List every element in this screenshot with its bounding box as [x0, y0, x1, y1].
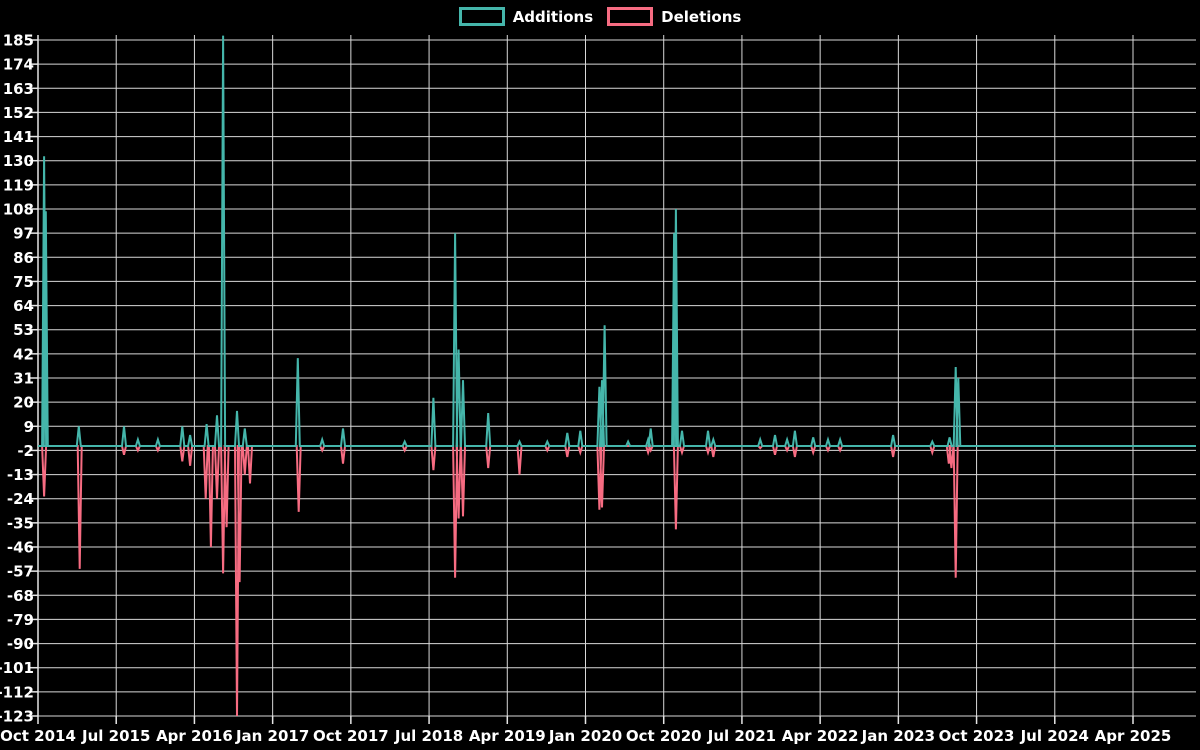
x-tick-label: Jul 2015: [81, 727, 150, 745]
series-line-additions: [37, 35, 1196, 448]
y-tick-label: -46: [7, 539, 34, 557]
y-tick-label: -24: [7, 490, 34, 508]
x-tick-label: Apr 2025: [1095, 727, 1172, 745]
y-tick-label: 108: [3, 201, 34, 219]
y-tick-label: 185: [3, 32, 34, 50]
additions-swatch-icon: [458, 7, 505, 26]
y-tick-label: 163: [3, 80, 34, 98]
x-tick-label: Oct 2023: [939, 727, 1015, 745]
y-tick-label: -57: [7, 563, 34, 581]
y-tick-label: -2: [17, 442, 34, 460]
x-tick-label: Apr 2016: [156, 727, 233, 745]
y-tick-label: 20: [13, 394, 34, 412]
legend-item-deletions: Deletions: [607, 7, 741, 26]
y-tick-label: -101: [0, 659, 34, 677]
y-tick-label: 119: [3, 176, 34, 194]
data-series: [37, 35, 1196, 717]
x-tick-label: Oct 2014: [0, 727, 76, 745]
x-tick-label: Jul 2024: [1020, 727, 1089, 745]
additions-legend-label: Additions: [512, 7, 594, 26]
axis-labels: 185 174 163 152 141 130 119 108 97 86 75 64 53 42 31 20…: [0, 32, 1171, 746]
y-tick-label: 86: [13, 249, 34, 267]
x-tick-label: Oct 2020: [626, 727, 702, 745]
y-tick-label: 152: [3, 104, 34, 122]
y-tick-label: -13: [7, 466, 34, 484]
deletions-swatch-icon: [607, 7, 654, 26]
x-tick-label: Jan 2017: [235, 727, 309, 745]
x-tick-label: Oct 2017: [313, 727, 389, 745]
y-tick-label: -123: [0, 708, 34, 726]
x-tick-label: Jul 2021: [707, 727, 776, 745]
y-tick-label: -79: [7, 611, 34, 629]
y-tick-label: 64: [13, 297, 34, 315]
axis-ticks: [29, 39, 1134, 724]
y-tick-label: -68: [7, 587, 34, 605]
deletions-legend-label: Deletions: [661, 7, 742, 26]
chart-legend: Additions Deletions: [0, 7, 1200, 26]
series-line-deletions: [37, 444, 1196, 717]
y-tick-label: 9: [24, 418, 34, 436]
x-tick-label: Apr 2019: [469, 727, 546, 745]
y-tick-label: -90: [7, 635, 34, 653]
y-tick-label: -112: [0, 683, 34, 701]
x-tick-label: Jan 2023: [861, 727, 935, 745]
y-tick-label: 53: [13, 321, 34, 339]
y-tick-label: 97: [13, 225, 34, 243]
gridlines: [37, 35, 1196, 717]
legend-item-additions: Additions: [458, 7, 594, 26]
y-tick-label: 174: [3, 56, 34, 74]
y-tick-label: 130: [3, 152, 34, 170]
y-tick-label: -35: [7, 514, 34, 532]
y-tick-label: 75: [13, 273, 34, 291]
y-tick-label: 141: [3, 128, 34, 146]
x-tick-label: Jan 2020: [548, 727, 622, 745]
x-tick-label: Jul 2018: [394, 727, 463, 745]
y-tick-label: 31: [13, 370, 34, 388]
y-tick-label: 42: [13, 345, 34, 363]
x-tick-label: Apr 2022: [782, 727, 859, 745]
